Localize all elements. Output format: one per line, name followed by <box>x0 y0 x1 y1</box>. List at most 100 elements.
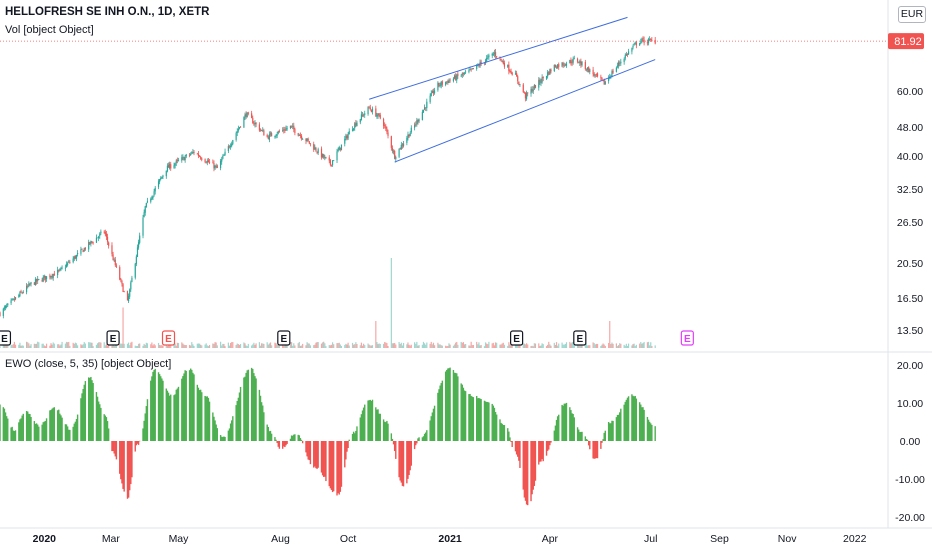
volume-bar <box>635 344 637 348</box>
candle-body <box>579 61 581 64</box>
volume-bar <box>618 345 620 348</box>
volume-bar <box>339 344 341 348</box>
candle-body <box>361 114 364 116</box>
candle-body <box>259 129 262 131</box>
volume-bar <box>41 343 43 348</box>
candle-body <box>329 160 331 165</box>
volume-bar <box>244 343 246 348</box>
ewo-bar <box>229 423 232 441</box>
ewo-bar <box>235 405 237 441</box>
candle-body <box>175 160 177 164</box>
candle-body <box>299 135 302 136</box>
candle-body <box>387 132 389 136</box>
volume-bar <box>408 344 410 348</box>
volume-bar <box>302 343 304 348</box>
candle-body <box>398 148 400 157</box>
volume-bar <box>368 344 370 348</box>
volume-bar <box>579 345 581 348</box>
volume-bar <box>589 345 591 348</box>
volume-bar <box>647 341 650 348</box>
volume-bar <box>418 345 420 348</box>
candle-body <box>627 51 630 55</box>
volume-bar <box>68 341 70 348</box>
candle-body <box>159 179 161 182</box>
volume-bar <box>511 345 513 348</box>
volume-bar <box>231 342 233 348</box>
ewo-bar <box>301 441 304 444</box>
volume-bar <box>604 345 606 348</box>
volume-bar <box>455 342 457 348</box>
volume-bar <box>437 342 439 348</box>
candle-body <box>222 156 224 159</box>
ewo-bar <box>260 402 263 441</box>
currency-button[interactable]: EUR <box>898 6 926 23</box>
ewo-bar <box>400 441 403 483</box>
volume-bar <box>483 346 486 348</box>
candle-body <box>580 61 582 65</box>
candle-body <box>492 53 494 55</box>
volume-bar <box>11 344 13 348</box>
last-price-label: 81.92 <box>894 36 922 48</box>
volume-bar <box>224 346 226 348</box>
ewo-bar <box>205 396 207 441</box>
candle-body <box>364 113 366 115</box>
volume-bar <box>298 341 300 348</box>
candle-body <box>49 275 51 278</box>
ewo-bar <box>576 427 579 441</box>
volume-bar <box>445 345 447 348</box>
volume-bar <box>317 342 319 348</box>
ewo-bar <box>294 434 296 441</box>
candle-body <box>236 131 238 133</box>
candle-body <box>588 67 590 73</box>
earnings-marker-label: E <box>165 334 172 345</box>
volume-bar <box>20 345 22 348</box>
ewo-bar <box>214 420 216 441</box>
ewo-bar <box>518 441 520 461</box>
time-tick-label: Apr <box>542 533 559 545</box>
ewo-bar <box>413 441 416 450</box>
ewo-bar <box>448 368 450 441</box>
volume-bar <box>433 345 436 348</box>
candle-body <box>633 43 635 46</box>
ewo-bar <box>625 399 628 441</box>
ewo-bar <box>379 413 381 441</box>
volume-bar <box>463 344 466 348</box>
candle-body <box>83 248 85 252</box>
volume-bar <box>99 342 101 348</box>
volume-bar <box>13 341 16 348</box>
ewo-bar <box>68 429 70 441</box>
ewo-bar <box>236 400 238 441</box>
candle-body <box>77 253 79 255</box>
ewo-bar <box>66 426 69 441</box>
trend-channel[interactable] <box>369 16 656 163</box>
candle-body <box>308 141 310 144</box>
ewo-bar <box>611 420 613 441</box>
volume-bar <box>274 342 276 348</box>
ewo-bar <box>337 441 339 494</box>
candle-body <box>409 132 411 137</box>
candle-body <box>89 242 91 245</box>
candle-body <box>198 156 201 158</box>
candle-body <box>549 69 551 75</box>
ewo-bar <box>314 441 316 467</box>
volume-bar <box>64 343 67 348</box>
volume-bar <box>400 342 402 348</box>
ewo-bar <box>145 406 148 441</box>
ewo-bar <box>65 424 68 441</box>
candle-body <box>440 81 442 86</box>
candle-body <box>422 109 425 113</box>
ewo-bar <box>595 441 598 459</box>
ewo-bar <box>41 424 43 441</box>
volume-bar <box>492 342 494 348</box>
ewo-bar <box>64 424 67 441</box>
candle-body <box>64 267 67 269</box>
volume-bar <box>379 343 381 348</box>
ewo-bar <box>328 441 330 487</box>
ewo-bar <box>359 417 361 441</box>
candle-body <box>561 62 563 67</box>
ewo-bar <box>151 376 153 441</box>
candle-body <box>129 289 131 297</box>
